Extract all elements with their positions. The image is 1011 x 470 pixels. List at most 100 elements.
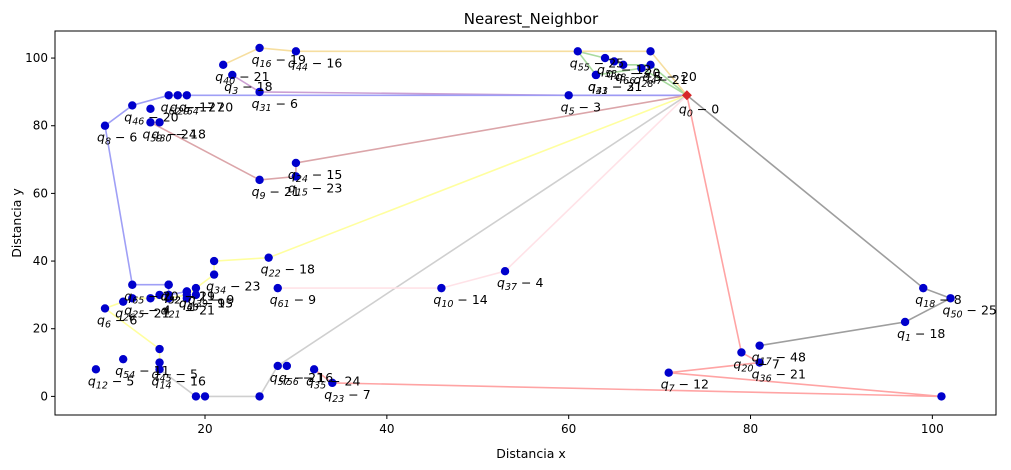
point-label: q54 − 11: [115, 363, 169, 381]
point-label: q33 − 21: [588, 79, 642, 97]
customer-point: [191, 283, 201, 293]
point-label: q44 − 16: [288, 55, 342, 73]
point-label: q46 − 20: [124, 109, 178, 127]
customer-point: [100, 304, 110, 313]
extra-points-layer: [146, 47, 946, 401]
x-axis-label: Distancia x: [496, 446, 565, 461]
customer-point: [900, 317, 910, 327]
customer-point: [273, 361, 282, 371]
point-label: q56 − 16: [279, 370, 333, 388]
route-8: [103, 94, 688, 363]
customer-point-unlabeled: [191, 392, 201, 401]
point-label: q40 − 21: [215, 69, 269, 87]
point-label: q41 − 3: [588, 79, 634, 97]
customer-point: [118, 297, 128, 306]
customer-point: [128, 101, 137, 110]
point-label: q37 − 4: [497, 275, 543, 293]
x-tick-label: 80: [743, 422, 758, 436]
point-label: q5 − 3: [561, 99, 601, 117]
route-3: [575, 49, 688, 96]
customer-point: [255, 175, 264, 185]
x-axis-ticks: 20 40 60 80 100: [197, 415, 944, 436]
point-label: q60 − 9: [179, 296, 225, 314]
customer-point: [619, 60, 628, 70]
customer-point-unlabeled: [209, 256, 219, 266]
y-axis-ticks: 0 20 40 60 80 100: [25, 51, 55, 403]
point-label: q47 − 20: [643, 69, 697, 87]
y-tick-label: 80: [33, 119, 48, 133]
customer-point: [946, 294, 955, 303]
customer-point-unlabeled: [146, 104, 155, 114]
point-label: q34 − 23: [206, 279, 260, 297]
customer-point-unlabeled: [191, 290, 201, 300]
point-label: q12 − 5: [88, 373, 134, 391]
chart-title: Nearest_Neighbor: [464, 10, 599, 29]
point-label: q14 − 16: [152, 373, 206, 391]
point-label: q18 − 8: [915, 292, 961, 310]
point-label: q55 − 25: [570, 55, 624, 73]
point-label: q65 − 20: [124, 289, 178, 307]
point-label: q10 − 14: [433, 292, 487, 310]
point-label: q59 − 24: [142, 126, 196, 144]
customer-point: [328, 378, 337, 388]
depot-marker: [681, 90, 692, 101]
customer-point-unlabeled: [146, 294, 155, 303]
y-tick-label: 20: [33, 322, 48, 336]
point-label: q62 − 17: [161, 99, 215, 117]
customer-point: [128, 280, 137, 289]
route-10: [277, 94, 688, 289]
y-tick-label: 0: [40, 389, 48, 403]
customer-point: [737, 348, 746, 357]
route-2: [686, 94, 953, 347]
point-label: q16 − 19: [252, 52, 306, 70]
point-label: q20 − 7: [733, 356, 779, 374]
customer-point: [437, 283, 446, 293]
customer-point: [255, 87, 264, 97]
customer-point: [309, 365, 319, 374]
y-tick-label: 40: [33, 254, 48, 268]
x-tick-label: 100: [921, 422, 944, 436]
route-9: [159, 94, 688, 398]
customer-point: [155, 365, 164, 374]
points-layer: [91, 43, 955, 388]
customer-point: [755, 358, 764, 367]
point-label: q30 − 18: [152, 126, 206, 144]
customer-point-unlabeled: [646, 47, 655, 56]
customer-point: [155, 358, 164, 367]
point-label: q52 − 19: [161, 289, 215, 307]
customer-point-unlabeled: [255, 392, 264, 401]
customer-point: [218, 60, 228, 70]
customer-point: [255, 43, 264, 53]
y-axis-label: Distancia y: [9, 188, 24, 258]
x-tick-label: 40: [379, 422, 394, 436]
customer-point: [264, 253, 273, 262]
customer-point-unlabeled: [937, 392, 946, 401]
customer-point-unlabeled: [200, 392, 210, 401]
customer-point: [182, 287, 192, 296]
point-label: q43 − 15: [179, 296, 233, 314]
route-1: [313, 95, 942, 398]
customer-point: [173, 91, 182, 100]
customer-point: [591, 70, 601, 80]
point-label: q32 − 21: [161, 289, 215, 307]
customer-point: [228, 70, 237, 80]
point-label: q66 − 5: [615, 69, 661, 87]
point-label: q53 − 12: [597, 62, 651, 80]
customer-point: [600, 53, 610, 63]
customer-point: [118, 354, 128, 364]
customer-point: [100, 121, 110, 130]
customer-point: [573, 47, 582, 56]
point-label: q7 − 12: [661, 377, 709, 395]
customer-point: [146, 118, 155, 127]
customer-point: [273, 283, 282, 293]
customer-point: [609, 57, 619, 66]
point-label: q48 − 20: [606, 65, 660, 83]
customer-point: [291, 47, 301, 56]
customer-point: [755, 341, 764, 350]
y-tick-label: 60: [33, 186, 48, 200]
point-label: q29 − 27: [170, 99, 224, 117]
customer-point: [564, 91, 573, 100]
customer-point: [637, 64, 646, 73]
point-label: q22 − 18: [261, 262, 315, 280]
